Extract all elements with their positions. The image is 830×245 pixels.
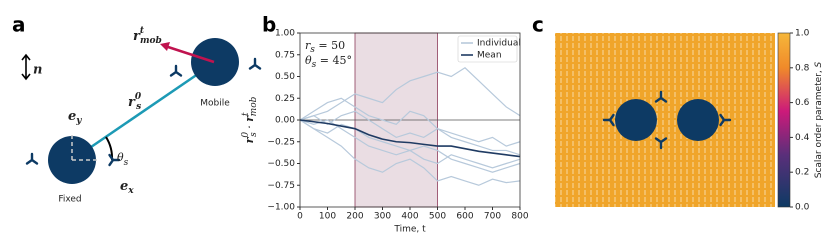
order-field <box>555 33 775 207</box>
trefoil <box>25 152 39 165</box>
y-tick-label: −0.25 <box>267 137 295 147</box>
individual-line <box>299 97 521 156</box>
panel-c: c Scalar order parameter, S 0.0 0.2 0.4 0.6… <box>532 13 824 213</box>
x-tick-label: 0 <box>297 212 303 222</box>
rmob-vector <box>164 44 215 64</box>
ex-label: ex <box>120 179 134 196</box>
y-tick-label: 1.00 <box>275 29 295 39</box>
y-tick-label: 0.25 <box>275 94 295 104</box>
panel-a: a n rt mob r0 s ey ex θs Mobile Fixed <box>12 13 262 205</box>
x-tick-label: 200 <box>346 212 363 222</box>
colorbar <box>777 32 791 208</box>
y-tick-label: −0.50 <box>267 159 295 169</box>
colorbar-label: Scalar order parameter, S <box>814 61 824 178</box>
particle <box>677 99 719 141</box>
individual-line <box>299 110 521 147</box>
rmob-label: rt mob <box>133 26 162 46</box>
individual-line <box>299 119 521 186</box>
colorbar-tick-label: 0.0 <box>795 203 810 213</box>
colorbar-tick-label: 0.6 <box>795 98 810 108</box>
fixed-label: Fixed <box>58 195 81 205</box>
legend-label: Mean <box>477 51 502 61</box>
panel-label: b <box>262 13 276 37</box>
y-tick-label: 0.50 <box>275 72 295 82</box>
y-tick-label: −0.75 <box>267 181 295 191</box>
x-tick-label: 400 <box>401 212 418 222</box>
y-tick-label: 0.75 <box>275 50 295 60</box>
legend-label: Individual <box>477 39 521 49</box>
colorbar-tick-label: 1.0 <box>795 29 810 39</box>
y-tick-label: 0.00 <box>275 116 295 126</box>
x-tick-label: 600 <box>456 212 473 222</box>
x-tick-label: 300 <box>374 212 391 222</box>
x-axis-title: Time, t <box>393 225 426 235</box>
y-axis-title: r0s · rtmob <box>241 96 259 143</box>
colorbar-tick-label: 0.8 <box>795 63 810 73</box>
n-label: n <box>33 63 42 78</box>
mean-line <box>299 119 521 158</box>
arrow-head <box>160 42 170 51</box>
colorbar-tick-label: 0.2 <box>795 168 809 178</box>
x-tick-label: 100 <box>319 212 336 222</box>
panel-label: a <box>12 13 26 37</box>
x-tick-label: 700 <box>484 212 501 222</box>
annotation: rs = 50 <box>305 39 345 55</box>
mobile-label: Mobile <box>200 99 230 109</box>
mobile-particle <box>191 38 239 86</box>
trefoil <box>248 57 262 70</box>
annotation: θs = 45° <box>305 54 352 70</box>
x-tick-label: 500 <box>429 212 446 222</box>
colorbar-tick-label: 0.4 <box>795 133 810 143</box>
y-tick-label: −1.00 <box>267 203 295 213</box>
rs-label: r0 s <box>128 92 142 112</box>
x-tick-label: 800 <box>511 212 528 222</box>
particle <box>615 99 657 141</box>
individual-line <box>299 67 521 121</box>
panel-label: c <box>532 13 544 37</box>
trefoil <box>169 64 183 77</box>
panel-b: b r0s · rtmob Time, t rs = 50 θs = 45° 0… <box>241 13 529 235</box>
n-arrow <box>21 53 31 81</box>
theta-label: θs <box>117 151 129 168</box>
individual-line <box>299 119 521 173</box>
plot-frame <box>299 32 521 208</box>
ey-label: ey <box>68 109 82 126</box>
rs-vector <box>71 61 215 162</box>
